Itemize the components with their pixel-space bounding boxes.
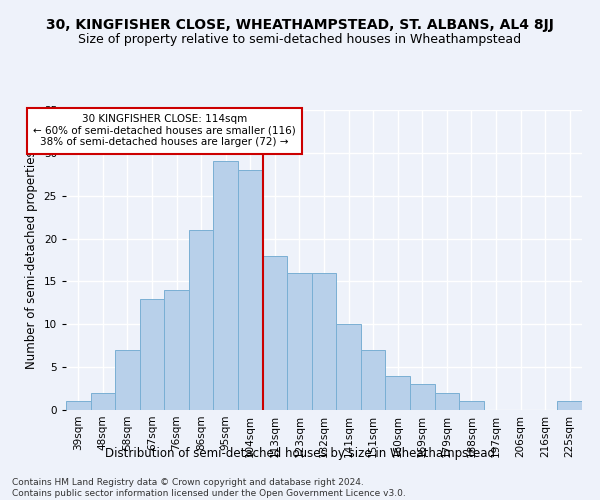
Bar [91,393,115,410]
Text: 30 KINGFISHER CLOSE: 114sqm
← 60% of semi-detached houses are smaller (116)
38% : 30 KINGFISHER CLOSE: 114sqm ← 60% of sem… [33,114,296,148]
Bar [287,273,312,410]
Bar [214,162,238,410]
Bar [459,402,484,410]
Bar [557,402,582,410]
Bar [336,324,361,410]
Bar [238,170,263,410]
Text: Contains HM Land Registry data © Crown copyright and database right 2024.
Contai: Contains HM Land Registry data © Crown c… [12,478,406,498]
Y-axis label: Number of semi-detached properties: Number of semi-detached properties [25,150,38,370]
Bar [410,384,434,410]
Text: 30, KINGFISHER CLOSE, WHEATHAMPSTEAD, ST. ALBANS, AL4 8JJ: 30, KINGFISHER CLOSE, WHEATHAMPSTEAD, ST… [46,18,554,32]
Bar [361,350,385,410]
Text: Size of property relative to semi-detached houses in Wheathampstead: Size of property relative to semi-detach… [79,32,521,46]
Bar [164,290,189,410]
Bar [385,376,410,410]
Bar [115,350,140,410]
Text: Distribution of semi-detached houses by size in Wheathampstead: Distribution of semi-detached houses by … [105,448,495,460]
Bar [312,273,336,410]
Bar [189,230,214,410]
Bar [66,402,91,410]
Bar [140,298,164,410]
Bar [434,393,459,410]
Bar [263,256,287,410]
